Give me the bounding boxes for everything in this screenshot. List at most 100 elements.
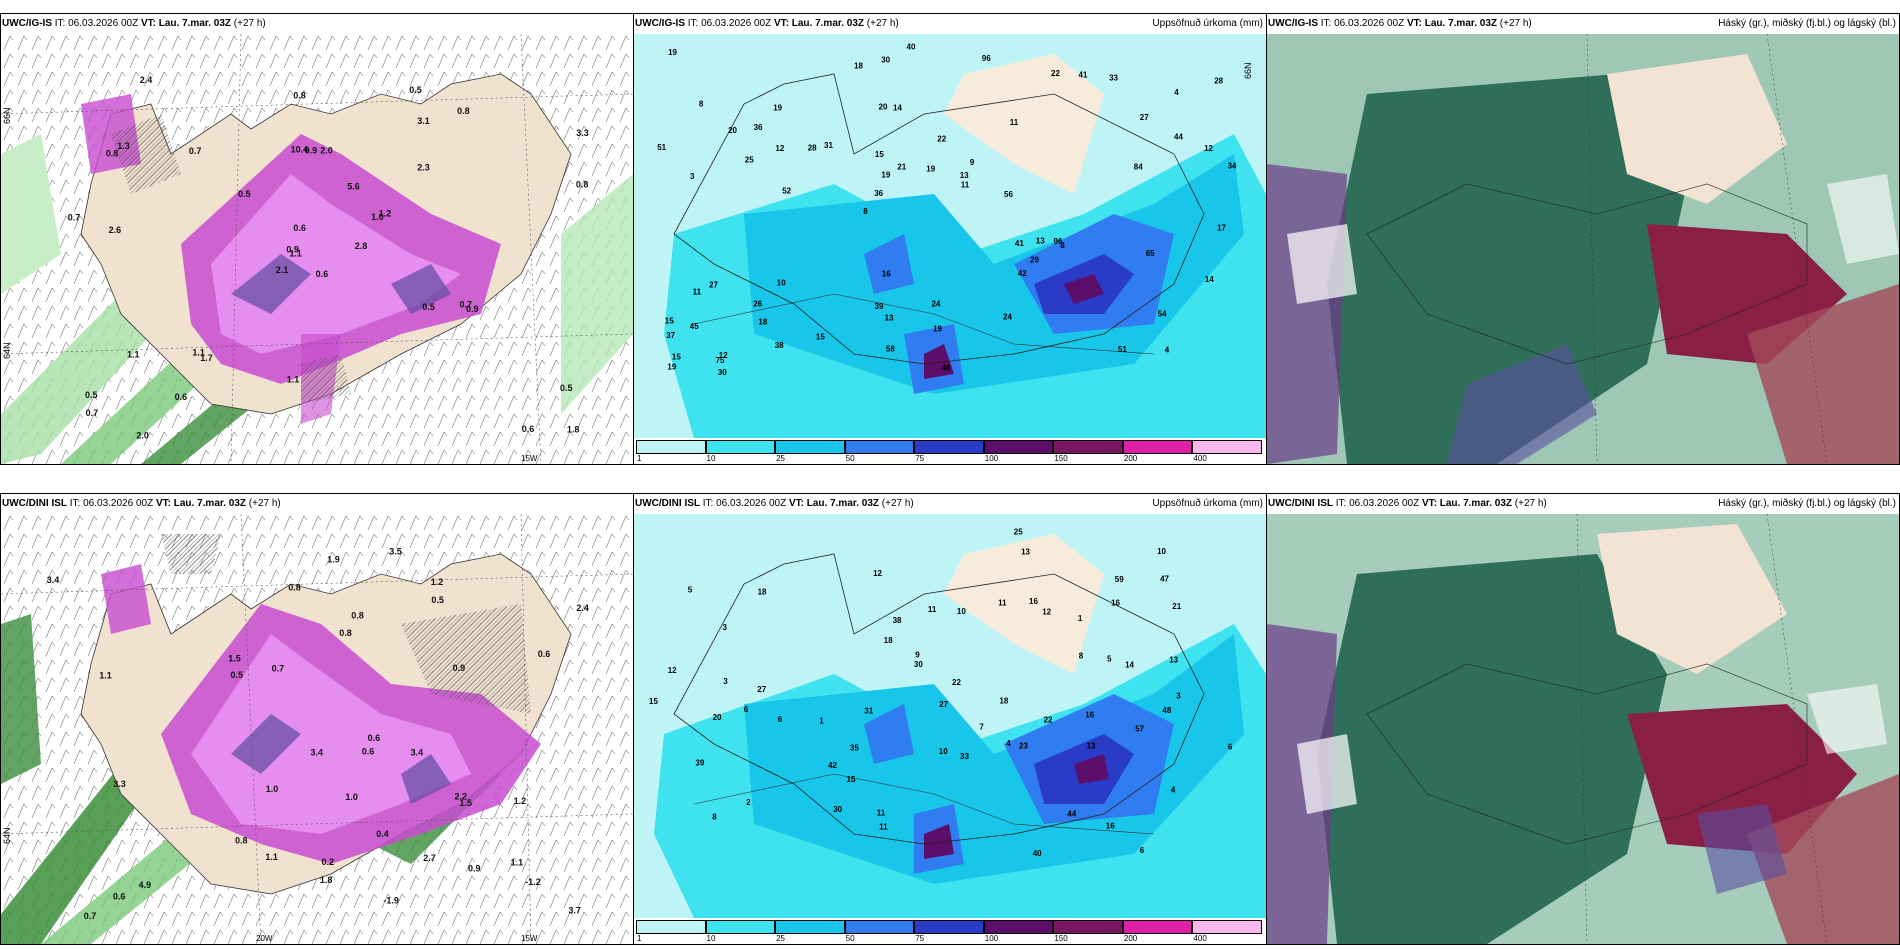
value-label: 3.1 <box>417 116 430 126</box>
value-label: 0.2 <box>322 857 335 867</box>
value-label: 0.6 <box>368 733 381 743</box>
value-label: 3.3 <box>113 779 126 789</box>
value-label: 75 <box>716 356 725 365</box>
value-label: 1.8 <box>320 875 333 885</box>
colorbar-tick: 200 <box>1123 454 1138 463</box>
precip-colorbar-top: 1 10 25 50 75 100 150 200 400 <box>634 438 1266 464</box>
value-label: 4 <box>1171 786 1176 795</box>
value-label: 0.5 <box>560 383 573 393</box>
value-label: 36 <box>874 189 883 198</box>
value-label: 39 <box>695 759 704 768</box>
value-label: 33 <box>960 752 969 761</box>
colorbar-tick: 50 <box>845 934 855 943</box>
value-label: 15 <box>672 352 681 361</box>
value-label: 12 <box>1204 144 1213 153</box>
value-label: 18 <box>758 588 767 597</box>
value-label: 1.9 <box>327 555 340 565</box>
colorbar-swatch <box>914 920 984 934</box>
value-label: 33 <box>1109 74 1118 83</box>
value-label: 2.1 <box>276 265 289 275</box>
value-label: 96 <box>1054 237 1063 246</box>
colorbar-swatch <box>775 920 845 934</box>
value-label: 5 <box>1107 655 1112 664</box>
value-label: 16 <box>882 269 891 278</box>
value-label: 0.9 <box>286 244 299 254</box>
colorbar-swatch <box>1192 440 1262 454</box>
value-label: 0.8 <box>339 628 352 638</box>
value-label: 16 <box>1111 598 1120 607</box>
value-label: 20 <box>879 102 888 111</box>
value-label: 35 <box>850 744 859 753</box>
colorbar-swatch <box>705 920 776 934</box>
colorbar-swatch <box>775 440 845 454</box>
colorbar-swatch <box>983 920 1054 934</box>
value-label: 11 <box>928 605 937 614</box>
value-label: 3 <box>723 623 728 632</box>
colorbar-tick: 10 <box>706 454 716 463</box>
value-label: 1.1 <box>511 858 524 868</box>
value-label: 24 <box>932 300 941 309</box>
colorbar-swatch <box>983 440 1054 454</box>
panel-title: Uppsöfnuð úrkoma (mm) <box>1152 498 1263 509</box>
colorbar-tick: 150 <box>1054 934 1068 943</box>
panel-bottom-middle-precip: UWC/DINI ISL IT: 06.03.2026 00Z VT: Lau.… <box>633 493 1267 945</box>
value-label: 56 <box>1004 190 1013 199</box>
value-label: 13 <box>1087 742 1096 751</box>
value-label: 0.6 <box>293 223 306 233</box>
value-label: 3 <box>1176 692 1181 701</box>
colorbar-tick: 50 <box>845 454 855 463</box>
value-label: 11 <box>961 180 970 189</box>
value-label: 11 <box>998 598 1007 607</box>
colorbar-swatch <box>844 440 915 454</box>
value-label: 0.6 <box>175 392 188 402</box>
value-label: 1.7 <box>200 353 213 363</box>
panel-header: UWC/DINI ISL IT: 06.03.2026 00Z VT: Lau.… <box>2 498 281 509</box>
value-label: 18 <box>854 62 863 71</box>
value-label: 1.2 <box>514 796 527 806</box>
value-label: 37 <box>666 331 675 340</box>
value-label: 1.1 <box>287 375 300 385</box>
value-label: 12 <box>1042 608 1051 617</box>
value-label: 0.7 <box>460 299 473 309</box>
precip-map-top: 4348111220222731371814988303441443639191… <box>634 34 1266 438</box>
value-label: 22 <box>1051 69 1060 78</box>
value-label: 12 <box>775 144 784 153</box>
value-label: 41 <box>1079 71 1088 80</box>
value-label: 16 <box>1106 822 1115 831</box>
value-label: 31 <box>824 141 833 150</box>
value-label: 10.4 <box>291 144 309 154</box>
value-label: 1.5 <box>228 654 241 664</box>
colorbar-tick: 100 <box>984 934 999 943</box>
value-label: 45 <box>690 322 699 331</box>
value-label: 20 <box>728 126 737 135</box>
colorbar-swatch <box>705 440 776 454</box>
value-label: 1 <box>819 716 824 725</box>
value-label: 3 <box>690 172 695 181</box>
value-label: 30 <box>833 805 842 814</box>
value-label: 3 <box>723 677 728 686</box>
colorbar-swatch <box>1192 920 1262 934</box>
value-label: 0.7 <box>189 146 202 156</box>
value-label: 16 <box>1029 597 1038 606</box>
value-label: 1.2 <box>379 209 392 219</box>
value-label: 0.6 <box>522 424 535 434</box>
lat-label-66n: 66N <box>1243 62 1254 79</box>
colorbar-tick: 25 <box>776 934 786 943</box>
value-label: 13 <box>1036 236 1045 245</box>
colorbar-tick: 75 <box>915 454 925 463</box>
panel-top-right-clouds: UWC/IG-IS IT: 06.03.2026 00Z VT: Lau. 7.… <box>1266 13 1900 465</box>
panel-title: Uppsöfnuð úrkoma (mm) <box>1152 18 1263 29</box>
colorbar-swatch <box>844 920 915 934</box>
value-label: 3.4 <box>411 748 424 758</box>
value-label: 30 <box>914 660 923 669</box>
value-label: 19 <box>668 48 677 57</box>
cloud-map-top <box>1267 34 1899 464</box>
value-label: 0.7 <box>272 663 285 673</box>
value-label: 1.1 <box>265 852 278 862</box>
value-label: 51 <box>1118 345 1127 354</box>
value-label: 13 <box>1169 656 1178 665</box>
panel-header: UWC/DINI ISL IT: 06.03.2026 00Z VT: Lau.… <box>635 498 914 509</box>
value-label: 1.5 <box>459 798 472 808</box>
value-label: 1.3 <box>117 141 130 151</box>
value-label: 15 <box>816 333 825 342</box>
